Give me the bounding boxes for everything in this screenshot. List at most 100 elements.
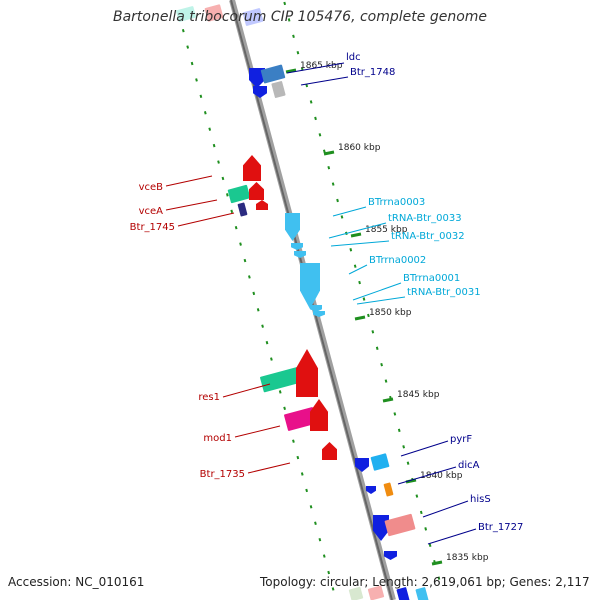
scale-dot [217, 160, 220, 164]
gene-leader-line [400, 440, 449, 457]
gene-trna [310, 305, 322, 312]
kbp-tick [382, 397, 394, 403]
gene-btr1735 [322, 442, 337, 460]
gene-btrrna0002 [300, 263, 320, 309]
topology-label: Topology: circular; Length: 2,619,061 bp… [260, 575, 590, 589]
gene-btr1748 [253, 86, 267, 98]
gene-leader-line [165, 199, 218, 211]
gene-label: Btr_1735 [200, 469, 245, 480]
accession-label: Accession: NC_010161 [8, 575, 145, 589]
scale-dot [314, 116, 317, 121]
gene-label: mod1 [203, 433, 232, 444]
gene-label: vceB [139, 182, 164, 193]
gene-block [348, 586, 364, 602]
gene-leader-line [177, 212, 235, 227]
kbp-tick-label: 1845 kbp [397, 390, 440, 400]
scale-dot [195, 78, 198, 82]
gene-block [396, 587, 410, 603]
gene-block [242, 8, 264, 26]
scale-dot [415, 494, 419, 498]
gene-leader-line [222, 383, 271, 398]
scale-dot [292, 439, 295, 443]
kbp-tick [323, 150, 335, 156]
scale-dot [322, 554, 326, 558]
kbp-tick-label: 1840 kbp [420, 471, 463, 481]
gene-leader-line [352, 282, 402, 301]
scale-dot [309, 505, 313, 509]
scale-dot [397, 428, 401, 433]
kbp-tick [350, 232, 362, 238]
gene-label: Btr_1748 [350, 67, 395, 78]
scale-dot [327, 165, 331, 170]
scale-dot [208, 127, 212, 131]
scale-dot [336, 198, 339, 203]
gene-block [384, 551, 397, 560]
gene-label: tRNA-Btr_0032 [391, 231, 465, 242]
map-title: Bartonella tribocorum CIP 105476, comple… [112, 9, 488, 25]
scale-dot [318, 537, 322, 542]
scale-dot [261, 324, 264, 328]
scale-dot [375, 346, 379, 350]
gene-pyrF [355, 458, 369, 472]
gene-label: tRNA-Btr_0033 [388, 213, 462, 224]
scale-dot [243, 258, 247, 263]
gene-mod1 [284, 407, 317, 431]
gene-btr1727 [384, 513, 416, 537]
scale-dot [252, 291, 256, 296]
gene-leader-line [397, 466, 457, 485]
scale-dot [292, 34, 295, 39]
gene-leader-line [165, 175, 213, 187]
gene-label: Btr_1745 [130, 222, 175, 233]
scale-dot [419, 510, 423, 515]
kbp-tick-label: 1865 kbp [300, 61, 343, 71]
scale-dot [296, 51, 300, 55]
kbp-tick-label: 1850 kbp [369, 308, 412, 318]
gene-leader-line [234, 425, 281, 438]
kbp-tick [431, 560, 443, 566]
scale-dot [331, 182, 335, 186]
gene-btrrna0003 [285, 213, 300, 241]
gene-block [260, 64, 286, 84]
scale-dot [340, 215, 344, 219]
gene-leader-line [286, 62, 345, 74]
gene-block [249, 182, 264, 200]
scale-dot [212, 143, 216, 148]
gene-trna [313, 311, 325, 317]
gene-label: tRNA-Btr_0031 [407, 287, 481, 298]
kbp-tick-label: 1835 kbp [446, 553, 489, 563]
gene-vceA [227, 184, 251, 204]
gene-leader-line [330, 240, 390, 247]
kbp-tick-label: 1855 kbp [365, 225, 408, 235]
gene-res1-arrow [296, 349, 318, 397]
gene-label: BTrrna0002 [369, 255, 426, 266]
scale-dot [300, 472, 304, 476]
kbp-tick [354, 315, 366, 321]
scale-dot [190, 61, 194, 66]
scale-dot [309, 100, 313, 104]
gene-block [366, 486, 376, 494]
gene-leader-line [356, 296, 406, 305]
scale-dot [327, 570, 331, 575]
gene-ldc [249, 68, 265, 88]
scale-dot [406, 461, 410, 465]
scale-dot [234, 225, 238, 230]
scale-dot [283, 406, 286, 411]
gene-label: Btr_1727 [478, 522, 523, 533]
scale-dot [305, 488, 309, 493]
gene-block [271, 81, 286, 98]
gene-leader-line [247, 462, 291, 474]
scale-dot [353, 264, 357, 268]
scale-dot [314, 521, 317, 525]
scale-dot [380, 362, 383, 367]
scale-dot [362, 297, 366, 301]
scale-dot [199, 94, 203, 99]
gene-leader-line [427, 528, 477, 545]
gene-leader-line [422, 500, 469, 518]
gene-label: res1 [198, 392, 220, 403]
scale-dot [305, 83, 309, 88]
scale-dot [225, 193, 229, 197]
gene-label: pyrF [450, 434, 472, 445]
scale-dot [371, 330, 375, 334]
gene-label: ldc [346, 52, 361, 63]
scale-dot [256, 308, 260, 312]
